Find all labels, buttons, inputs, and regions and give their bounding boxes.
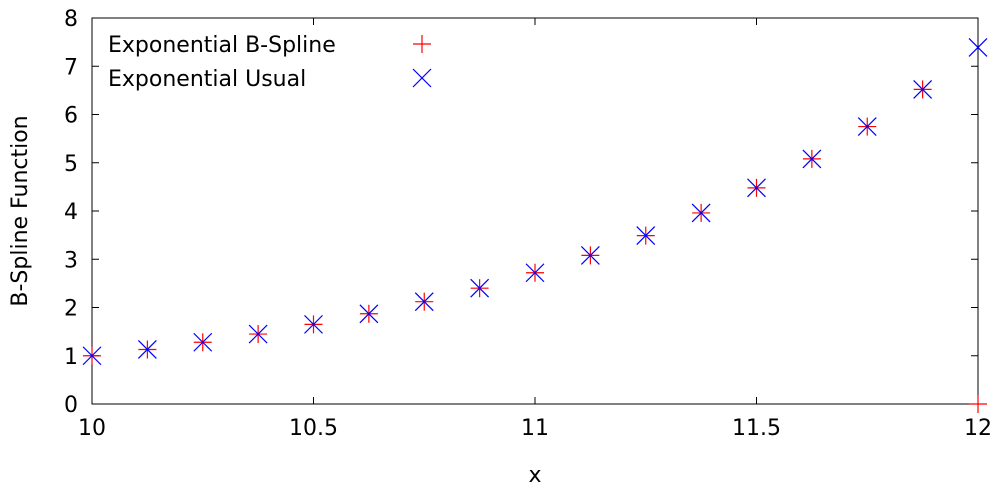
- usual-point: [193, 332, 213, 352]
- usual-point: [857, 117, 877, 136]
- marker-stroke: [968, 38, 988, 57]
- marker-stroke: [412, 68, 432, 88]
- usual-point: [137, 340, 157, 359]
- marker-stroke: [636, 226, 656, 246]
- marker-stroke: [193, 332, 213, 352]
- marker-stroke: [913, 79, 933, 99]
- plot-frame: [91, 17, 979, 405]
- usual-point: [747, 178, 766, 198]
- usual-point: [636, 226, 656, 246]
- usual-point: [359, 304, 379, 324]
- marker-stroke: [248, 324, 268, 344]
- x-tick-label: 12: [964, 416, 992, 441]
- usual-point: [304, 314, 323, 334]
- usual-point: [470, 278, 490, 298]
- y-tick-label: 4: [64, 200, 78, 225]
- y-tick-label: 0: [64, 393, 78, 418]
- legend-marker: [413, 35, 431, 53]
- y-axis-title: B-Spline Function: [8, 115, 33, 306]
- y-tick-label: 1: [64, 345, 78, 370]
- usual-point: [913, 79, 933, 99]
- marker-stroke: [359, 304, 379, 324]
- marker-stroke: [304, 314, 323, 334]
- x-axis-title: x: [528, 463, 541, 488]
- usual-point: [968, 38, 988, 57]
- marker-stroke: [414, 292, 434, 312]
- usual-point: [248, 324, 268, 344]
- marker-stroke: [580, 245, 600, 265]
- x-tick-label: 10.5: [289, 416, 338, 441]
- y-tick-label: 3: [64, 248, 78, 273]
- usual-point: [414, 292, 434, 312]
- x-tick-label: 11.5: [732, 416, 781, 441]
- marker-stroke: [857, 117, 877, 136]
- legend-label: Exponential Usual: [108, 67, 306, 92]
- y-tick-label: 7: [64, 55, 78, 80]
- legend-label: Exponential B-Spline: [108, 33, 336, 58]
- marker-stroke: [802, 149, 822, 169]
- marker-stroke: [470, 278, 490, 298]
- usual-point: [580, 245, 600, 265]
- bspline-point: [969, 395, 987, 413]
- marker-stroke: [137, 340, 157, 359]
- marker-stroke: [691, 203, 711, 223]
- legend-marker: [412, 68, 432, 88]
- y-tick-label: 5: [64, 152, 78, 177]
- usual-point: [802, 149, 822, 169]
- x-tick-label: 11: [521, 416, 549, 441]
- marker-stroke: [525, 263, 545, 283]
- y-tick-label: 6: [64, 104, 78, 129]
- marker-stroke: [82, 346, 102, 366]
- marker-stroke: [747, 178, 766, 198]
- y-tick-label: 2: [64, 297, 78, 322]
- y-tick-label: 8: [64, 7, 78, 32]
- usual-point: [525, 263, 545, 283]
- legend: Exponential B-Spline Exponential Usual: [108, 33, 432, 92]
- usual-point: [691, 203, 711, 223]
- marks-layer: [82, 38, 988, 413]
- usual-point: [82, 346, 102, 366]
- x-tick-label: 10: [78, 416, 106, 441]
